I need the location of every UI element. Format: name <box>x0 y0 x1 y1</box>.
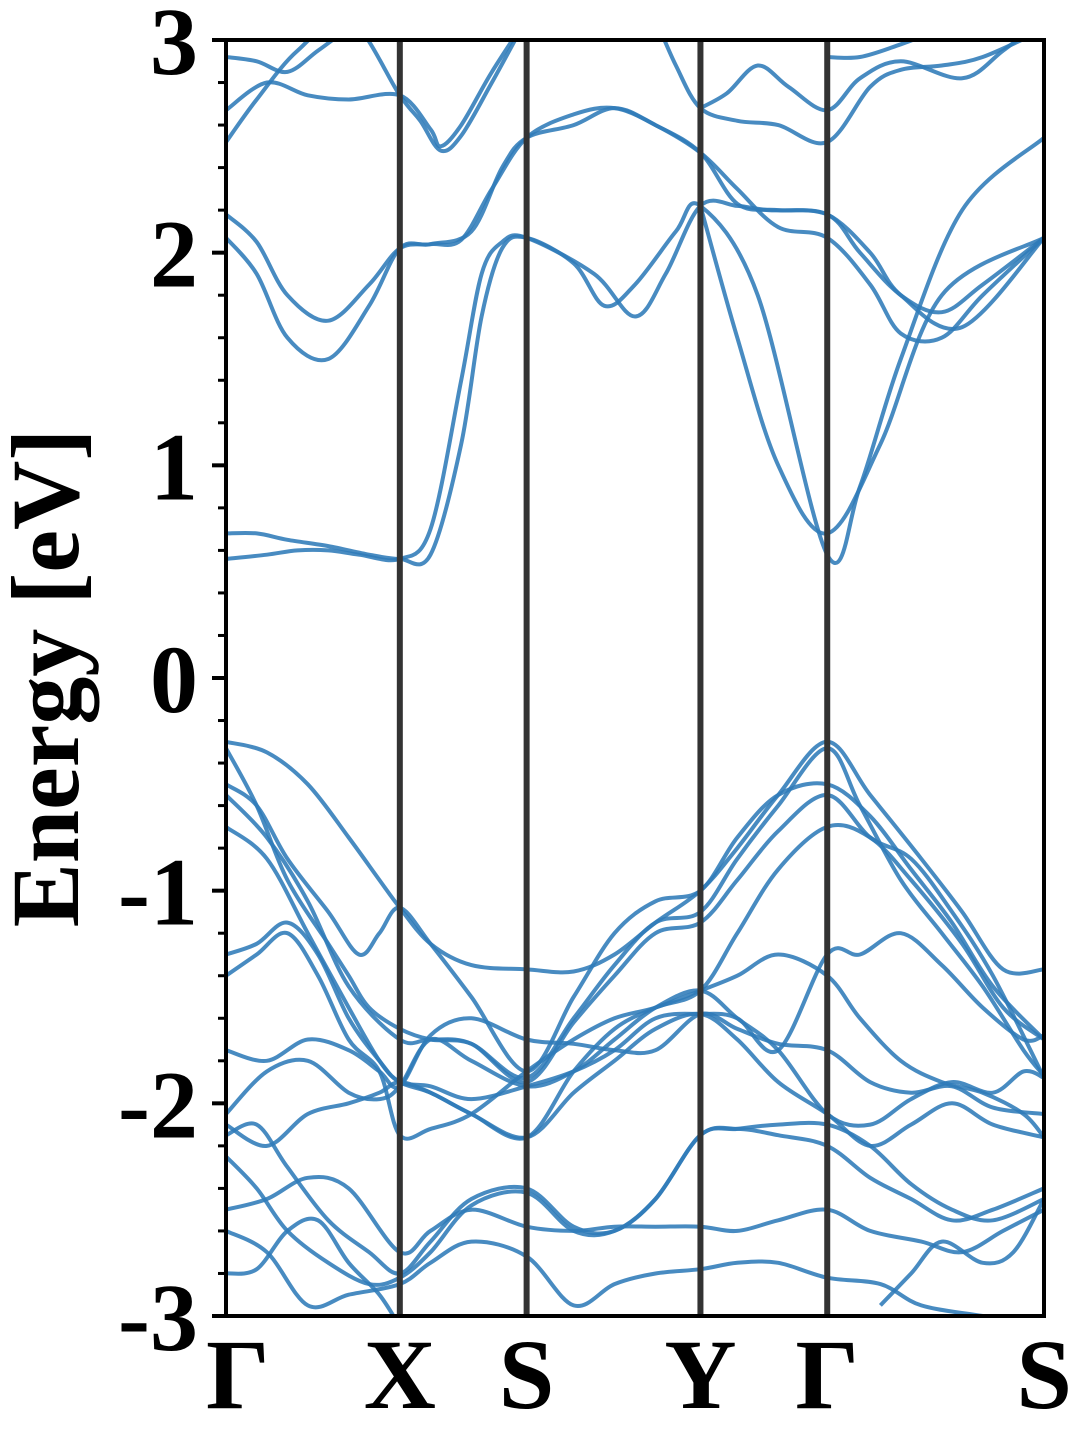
k-point-label: S <box>499 1319 555 1430</box>
k-point-label: X <box>364 1319 436 1430</box>
band-line-22 <box>226 1121 1044 1276</box>
y-axis-label: Energy [eV] <box>0 429 99 928</box>
y-tick-label: -3 <box>118 1264 198 1371</box>
band-line-6 <box>226 40 515 149</box>
band-line-15 <box>226 793 1044 1085</box>
band-line-8 <box>226 40 336 75</box>
y-tick-label: 1 <box>150 413 198 520</box>
y-ticks <box>212 38 226 1318</box>
band-line-18 <box>226 930 1044 1141</box>
k-path-lines <box>396 40 831 1316</box>
k-point-label: Γ <box>795 1319 859 1430</box>
band-line-16 <box>226 823 1044 1141</box>
band-lines <box>226 40 1044 1316</box>
k-point-label: Γ <box>206 1319 270 1430</box>
k-point-label: Y <box>664 1319 736 1430</box>
band-line-27 <box>878 1198 1044 1307</box>
band-line-21 <box>226 1011 1044 1148</box>
band-line-10 <box>699 40 1021 113</box>
band-line-12 <box>226 739 1044 976</box>
plot-frame <box>224 38 1046 1318</box>
y-tick-label: -1 <box>118 839 198 946</box>
band-line-13 <box>226 746 1044 1080</box>
y-tick-label: 3 <box>150 0 198 95</box>
band-line-14 <box>226 781 1044 1074</box>
band-line-25 <box>226 1229 995 1316</box>
band-line-4 <box>226 106 1044 363</box>
band-line-2 <box>226 136 1044 567</box>
y-tick-label: -2 <box>118 1051 198 1158</box>
band-line-1 <box>226 198 1044 563</box>
band-line-26 <box>226 1216 396 1316</box>
band-line-24 <box>226 1174 1044 1256</box>
y-tick-labels: -3 -2 -1 0 1 2 3 <box>118 0 198 1371</box>
band-line-9 <box>662 40 1027 146</box>
k-point-label: S <box>1016 1319 1072 1430</box>
band-line-23 <box>226 1120 1044 1287</box>
y-tick-label: 0 <box>150 626 198 733</box>
band-line-11 <box>827 40 919 60</box>
band-line-17 <box>226 920 1044 1102</box>
band-line-19 <box>226 1011 1044 1116</box>
y-tick-label: 2 <box>150 201 198 308</box>
band-line-7 <box>226 40 518 154</box>
band-line-5 <box>226 105 1044 331</box>
